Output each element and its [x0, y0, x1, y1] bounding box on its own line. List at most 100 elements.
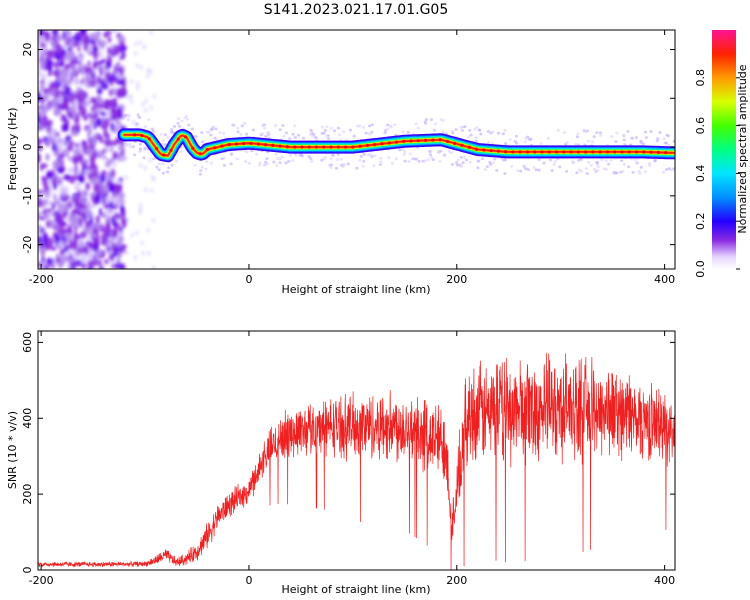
- noise-blob: [103, 155, 107, 161]
- ridge-halo: [222, 163, 227, 167]
- noise-blob: [66, 249, 74, 257]
- ridge-halo: [220, 157, 224, 161]
- noise-blob: [57, 167, 64, 174]
- ridge-halo: [125, 143, 129, 147]
- ridge-halo: [455, 161, 459, 164]
- ridge-halo: [128, 143, 132, 146]
- noise-blob: [59, 249, 65, 256]
- ridge-halo: [266, 130, 271, 134]
- ridge-halo: [193, 163, 197, 167]
- ridge-halo: [240, 124, 244, 128]
- ridge-halo: [407, 160, 411, 163]
- ridge-halo: [450, 163, 454, 166]
- ridge-halo: [515, 141, 519, 145]
- x-tick-label: 400: [654, 273, 675, 286]
- snr-xlabel: Height of straight line (km): [281, 583, 430, 596]
- ridge-halo: [589, 163, 594, 167]
- noise-blob: [91, 259, 98, 267]
- noise-blob: [50, 246, 57, 251]
- ridge-peak: [649, 150, 653, 154]
- noise-blob: [136, 85, 139, 90]
- ridge-peak: [416, 139, 420, 143]
- noise-blob: [110, 121, 115, 131]
- ridge-peak: [387, 141, 391, 145]
- ridge-halo: [522, 164, 526, 168]
- noise-blob: [149, 30, 153, 35]
- ridge-halo: [641, 142, 645, 146]
- ridge-halo: [390, 161, 395, 165]
- ridge-halo: [634, 136, 639, 139]
- noise-blob: [144, 187, 148, 192]
- ridge-halo: [639, 139, 643, 143]
- ridge-halo: [323, 156, 327, 159]
- ridge-halo: [621, 169, 625, 173]
- ridge-peak: [482, 148, 486, 152]
- ridge-halo: [509, 164, 514, 168]
- ridge-peak: [460, 143, 464, 147]
- noise-blob: [65, 135, 71, 142]
- noise-blob: [139, 203, 142, 208]
- ridge-halo: [644, 136, 648, 139]
- ridge-halo: [582, 129, 586, 132]
- noise-blob: [143, 45, 146, 50]
- noise-blob: [116, 71, 121, 78]
- noise-blob: [139, 40, 142, 45]
- ridge-halo: [401, 130, 405, 134]
- noise-blob: [105, 195, 111, 204]
- noise-blob: [117, 145, 125, 152]
- noise-blob: [56, 253, 60, 264]
- noise-blob: [41, 120, 49, 128]
- noise-blob: [118, 226, 123, 233]
- ridge-halo: [262, 163, 267, 167]
- ridge-peak: [154, 146, 159, 151]
- noise-blob: [71, 197, 79, 203]
- y-tick-label: 20: [21, 43, 34, 57]
- noise-blob: [146, 68, 150, 73]
- noise-blob: [144, 99, 148, 104]
- ridge-halo: [336, 126, 341, 130]
- noise-blob: [100, 124, 108, 130]
- noise-blob: [63, 240, 68, 247]
- noise-blob: [67, 261, 72, 269]
- ridge-halo: [179, 150, 183, 153]
- noise-blob: [134, 255, 137, 260]
- noise-blob: [92, 151, 98, 160]
- ridge-halo: [383, 129, 388, 133]
- ridge-halo: [441, 130, 445, 133]
- ridge-halo: [672, 139, 675, 143]
- noise-blob: [88, 260, 93, 269]
- ridge-halo: [558, 165, 562, 169]
- ridge-peak: [431, 138, 435, 142]
- noise-blob: [99, 111, 107, 117]
- noise-blob: [54, 234, 61, 244]
- ridge-halo: [604, 159, 608, 162]
- noise-blob: [122, 83, 127, 90]
- ridge-halo: [524, 167, 528, 171]
- ridge-halo: [323, 129, 327, 132]
- noise-blob: [150, 188, 153, 193]
- ridge-halo: [468, 160, 472, 164]
- noise-blob: [147, 228, 150, 233]
- ridge-halo: [402, 152, 406, 156]
- ridge-halo: [175, 159, 179, 163]
- ridge-halo: [423, 120, 427, 124]
- ridge-halo: [282, 134, 286, 138]
- ridge-halo: [534, 168, 538, 172]
- ridge-halo: [403, 150, 407, 154]
- ridge-peak: [198, 152, 202, 156]
- noise-blob: [136, 82, 140, 87]
- ridge-halo: [428, 150, 432, 153]
- noise-blob: [118, 184, 123, 194]
- ridge-halo: [274, 152, 278, 156]
- ridge-halo: [370, 123, 374, 127]
- ridge-halo: [229, 162, 233, 166]
- noise-blob: [68, 175, 76, 184]
- ridge-halo: [131, 145, 135, 149]
- ridge-halo: [456, 158, 460, 162]
- ridge-halo: [658, 131, 662, 134]
- ridge-halo: [465, 158, 469, 162]
- ridge-peak: [169, 148, 173, 152]
- ridge-halo: [255, 152, 259, 156]
- ridge-halo: [157, 168, 161, 172]
- noise-blob: [112, 203, 119, 210]
